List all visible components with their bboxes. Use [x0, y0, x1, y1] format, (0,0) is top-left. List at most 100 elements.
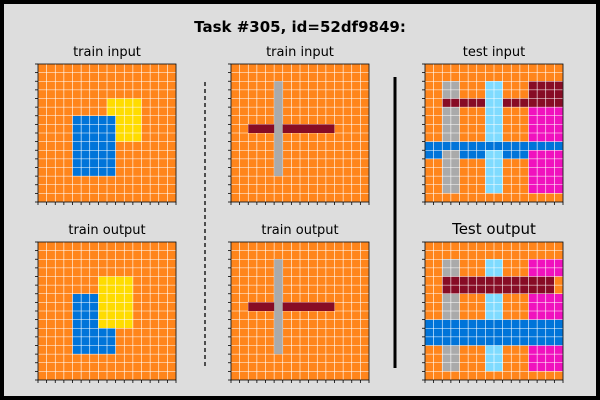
grid-cell [248, 64, 257, 73]
grid-cell [360, 319, 370, 329]
grid-cell [55, 362, 64, 372]
grid-cell [468, 319, 477, 329]
grid-cell [468, 302, 477, 312]
grid-cell [343, 302, 352, 312]
grid-cell [150, 133, 159, 142]
grid-cell [150, 293, 159, 303]
grid-cell [256, 242, 266, 251]
grid-cell [308, 362, 318, 372]
grid-cell [545, 362, 555, 372]
grid-cell [231, 81, 240, 90]
grid-cell [325, 133, 335, 142]
grid-cell [545, 98, 555, 108]
grid-cell [494, 81, 503, 90]
grid-cell [325, 193, 335, 203]
grid-cell [433, 302, 443, 312]
grid-cell [494, 259, 503, 268]
grid-cell [317, 89, 326, 99]
grid-cell [502, 64, 512, 73]
grid-cell [55, 302, 64, 312]
grid-cell [72, 293, 82, 303]
grid-cell [89, 259, 99, 268]
grid-cell [334, 124, 344, 134]
grid-cell [248, 345, 257, 355]
grid-cell [360, 293, 370, 303]
grid-cell [150, 167, 159, 177]
grid-cell [511, 345, 520, 355]
grid-cell [459, 311, 469, 320]
grid-cell [317, 345, 326, 355]
grid-cell [537, 267, 546, 277]
grid-cell [274, 371, 283, 381]
grid-cell [300, 362, 309, 372]
grid-cell [300, 319, 309, 329]
grid-cell [450, 150, 460, 159]
grid-cell [528, 98, 538, 108]
panel-label: train input [266, 45, 334, 60]
grid-cell [317, 362, 326, 372]
grid-cell [150, 345, 159, 355]
grid-cell [459, 64, 469, 73]
grid-cell [519, 107, 529, 116]
grid-cell [124, 354, 133, 363]
grid-cell [72, 184, 82, 194]
grid-cell [141, 250, 151, 260]
grid-cell [63, 89, 73, 99]
grid-cell [545, 285, 555, 294]
grid-cell [476, 124, 486, 134]
grid-cell [81, 72, 90, 82]
grid-cell [425, 293, 434, 303]
grid-cell [494, 250, 503, 260]
grid-cell [132, 141, 142, 151]
grid-cell [554, 150, 564, 159]
grid-cell [158, 64, 168, 73]
grid-cell [468, 150, 477, 159]
grid-cell [468, 311, 477, 320]
grid-cell [115, 133, 125, 142]
grid-cell [425, 107, 434, 116]
grid-cell [351, 276, 361, 286]
grid-cell [239, 150, 249, 159]
grid-cell [519, 167, 529, 177]
grid-cell [115, 193, 125, 203]
grid-cell [476, 98, 486, 108]
grid-cell [545, 250, 555, 260]
grid-cell [63, 133, 73, 142]
grid-cell [132, 311, 142, 320]
grid-cell [265, 72, 275, 82]
grid-cell [141, 242, 151, 251]
grid-cell [459, 293, 469, 303]
grid-cell [150, 242, 159, 251]
grid-cell [291, 336, 301, 346]
grid-cell [38, 336, 47, 346]
grid-cell [494, 276, 503, 286]
grid-cell [46, 167, 56, 177]
grid-cell [81, 336, 90, 346]
grid-cell [256, 64, 266, 73]
grid-cell [343, 276, 352, 286]
grid-cell [115, 293, 125, 303]
grid-cell [511, 371, 520, 381]
grid-cell [485, 345, 495, 355]
grid-cell [433, 250, 443, 260]
grid-cell [476, 371, 486, 381]
grid-cell [433, 107, 443, 116]
grid-cell [476, 115, 486, 125]
grid-cell [476, 184, 486, 194]
grid-cell [150, 259, 159, 268]
grid-cell [360, 336, 370, 346]
grid-cell [425, 89, 434, 99]
grid-cell [459, 193, 469, 203]
grid-cell [468, 72, 477, 82]
grid-cell [360, 354, 370, 363]
grid-cell [282, 328, 292, 337]
grid-cell [265, 362, 275, 372]
grid-cell [38, 267, 47, 277]
grid-cell [450, 319, 460, 329]
grid-cell [485, 293, 495, 303]
grid-cell [124, 133, 133, 142]
grid-cell [485, 72, 495, 82]
grid-cell [248, 371, 257, 381]
grid-cell [537, 354, 546, 363]
grid-cell [468, 293, 477, 303]
